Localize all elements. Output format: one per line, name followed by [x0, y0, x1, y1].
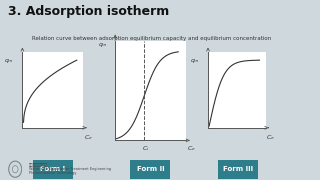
Text: $C_e$: $C_e$: [84, 133, 92, 142]
Text: 3. Adsorption isotherm: 3. Adsorption isotherm: [8, 5, 169, 18]
Text: $q_m$: $q_m$: [190, 57, 200, 65]
Text: $C_i$: $C_i$: [142, 144, 149, 153]
Text: Photochemical Technology: Photochemical Technology: [29, 171, 76, 175]
Text: Form III: Form III: [223, 166, 253, 172]
Text: 清华大学环境学院: 清华大学环境学院: [29, 163, 48, 167]
Text: $C_e$: $C_e$: [187, 144, 196, 153]
Text: Form I: Form I: [40, 166, 65, 172]
Text: $C_e$: $C_e$: [266, 133, 275, 142]
Text: $q_m$: $q_m$: [98, 41, 108, 49]
Text: Relation curve between adsorption equilibrium capacity and equilibrium concentra: Relation curve between adsorption equili…: [32, 36, 271, 41]
Text: Form II: Form II: [137, 166, 164, 172]
Text: Water and Wastewater Treatment Engineering: Water and Wastewater Treatment Engineeri…: [29, 167, 111, 171]
Text: $q_m$: $q_m$: [4, 57, 14, 65]
